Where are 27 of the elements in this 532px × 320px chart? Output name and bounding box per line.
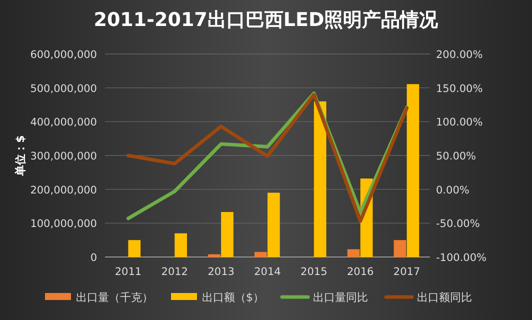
x-tick-label: 2016 [346,266,374,278]
x-tick-label: 2014 [254,266,282,278]
y-tick-label: 200,000,000 [30,184,97,196]
y2-tick-label: 150.00% [436,82,483,95]
y-tick-label: 400,000,000 [30,116,97,129]
y2-tick-label: 200.00% [436,49,483,61]
chart-title: 2011-2017出口巴西LED照明产品情况 [94,9,440,31]
y-tick-label: 300,000,000 [30,150,97,162]
x-tick-label: 2011 [114,266,142,278]
legend-label: 出口量（千克） [76,291,153,304]
legend-label: 出口额（$） [202,291,264,304]
y-tick-label: 0 [90,252,97,264]
x-tick-label: 2017 [393,266,420,278]
y-tick-label: 100,000,000 [30,218,97,230]
x-tick-label: 2015 [300,266,328,278]
y-axis-title: 单位：$ [14,135,27,177]
y-tick-label: 600,000,000 [30,49,97,61]
y2-tick-label: -100.00% [436,252,487,264]
x-tick-label: 2012 [161,266,188,278]
y2-tick-label: -50.00% [436,218,480,230]
legend-label: 出口量同比 [313,291,368,304]
y2-tick-label: 100.00% [436,116,483,129]
y-tick-label: 500,000,000 [30,82,97,95]
y2-tick-label: 0.00% [436,184,470,196]
legend-label: 出口额同比 [417,291,472,304]
y2-tick-label: 50.00% [436,150,476,162]
x-tick-label: 2013 [208,266,234,278]
